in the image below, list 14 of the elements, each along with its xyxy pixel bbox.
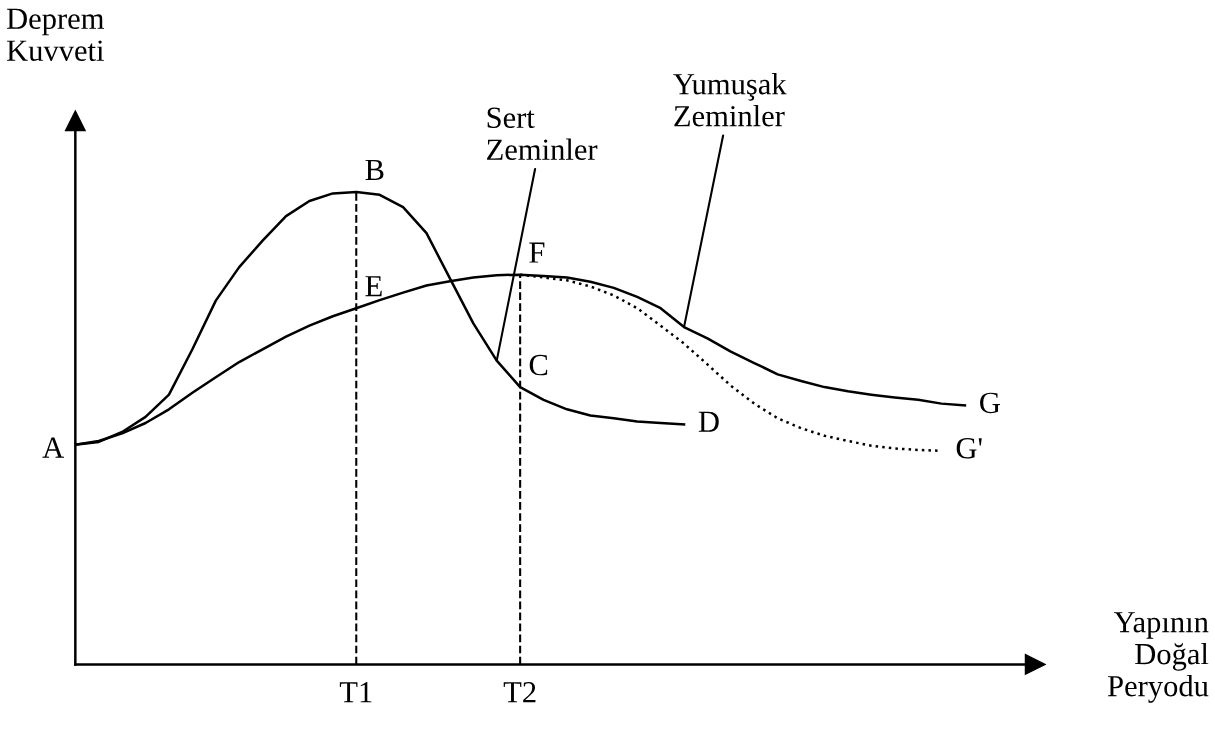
annotation: G': [956, 437, 982, 459]
text: Sert Zeminler: [487, 107, 598, 160]
annotation: D: [698, 411, 719, 432]
annotation: E: [365, 276, 382, 297]
annotation: F: [529, 242, 545, 263]
text: A: [42, 437, 64, 458]
annotation: G: [980, 392, 1000, 414]
annotation: B: [365, 159, 384, 181]
x-tick-label: T1: [339, 682, 372, 703]
annotation: C: [529, 354, 548, 376]
x-tick-label: T2: [503, 682, 536, 703]
x-axis-title: Yapının Doğal Peryodu: [1107, 612, 1209, 703]
text: Yumuşak Zeminler: [673, 72, 787, 127]
y-axis-title: Deprem Kuvveti: [6, 8, 105, 61]
